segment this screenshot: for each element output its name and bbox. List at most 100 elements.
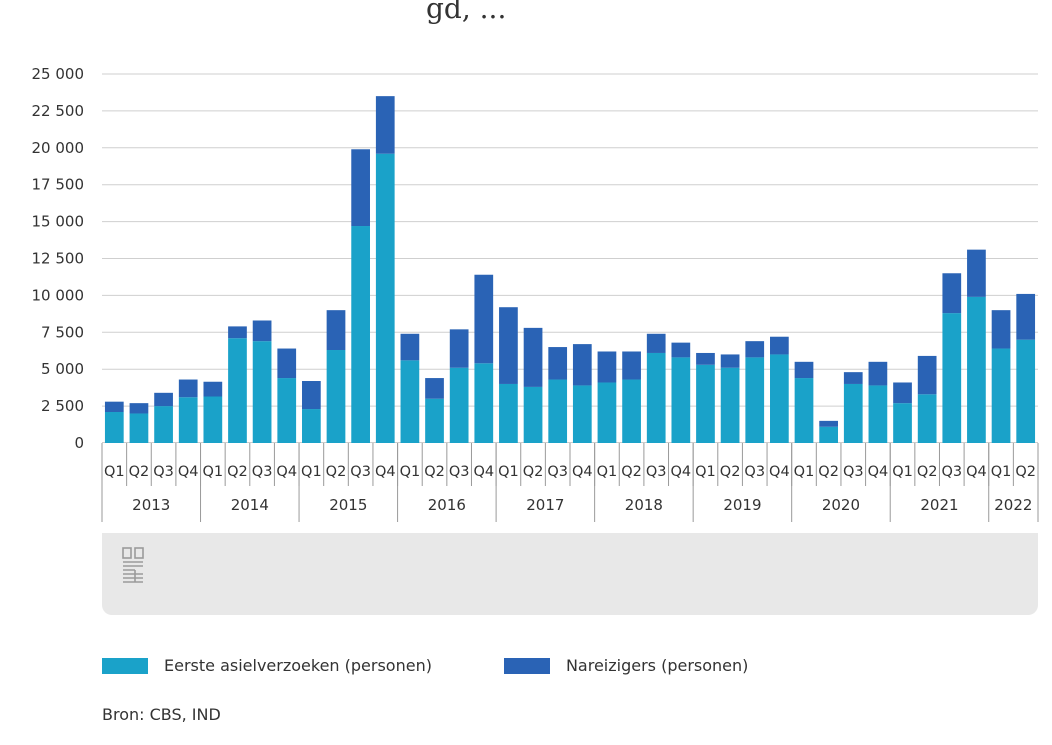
bar-eerste — [770, 354, 789, 443]
bar-nareizigers — [203, 381, 223, 397]
legend-label-nareizigers: Nareizigers (personen) — [565, 656, 749, 675]
x-tick-label: Q4 — [178, 464, 199, 480]
x-tick-label: Q2 — [917, 464, 938, 480]
y-tick-label: 22 500 — [32, 102, 85, 120]
y-tick-label: 25 000 — [32, 65, 85, 83]
y-tick-label: 12 500 — [32, 250, 85, 268]
y-tick-label: 20 000 — [32, 139, 85, 157]
y-tick-label: 5 000 — [41, 360, 84, 378]
x-tick-label: Q3 — [646, 464, 667, 480]
bar-eerste — [696, 364, 715, 443]
bar-eerste — [400, 360, 420, 443]
bar-nareizigers — [868, 361, 888, 386]
x-tick-label: Q2 — [424, 464, 445, 480]
bar-nareizigers — [351, 149, 370, 227]
bar-eerste — [967, 296, 986, 443]
x-tick-label: Q3 — [449, 464, 470, 480]
bar-eerste — [375, 153, 395, 444]
bar-nareizigers — [819, 420, 838, 427]
bar-nareizigers — [967, 249, 986, 297]
bar-nareizigers — [326, 310, 346, 351]
x-tick-label: Q4 — [868, 464, 889, 480]
bar-eerste — [819, 426, 838, 443]
bar-eerste — [868, 385, 888, 443]
legend-label-eerste: Eerste asielverzoeken (personen) — [164, 656, 432, 675]
x-tick-label: Q2 — [818, 464, 839, 480]
year-label: 2014 — [231, 496, 269, 514]
x-tick-label: Q1 — [991, 464, 1012, 480]
bar-nareizigers — [696, 352, 715, 365]
bar-eerste — [425, 398, 444, 443]
bar-eerste — [302, 409, 321, 443]
year-label: 2022 — [994, 496, 1032, 514]
bar-eerste — [523, 386, 543, 443]
bar-eerste — [646, 352, 666, 443]
x-tick-label: Q2 — [523, 464, 544, 480]
bar-nareizigers — [400, 333, 420, 361]
x-tick-label: Q2 — [1015, 464, 1036, 480]
legend-swatch-eerste — [102, 657, 148, 674]
x-tick-label: Q3 — [350, 464, 371, 480]
bar-nareizigers — [474, 274, 494, 364]
legend: Eerste asielverzoeken (personen) Nareizi… — [102, 656, 820, 675]
x-tick-label: Q2 — [621, 464, 642, 480]
x-tick-label: Q1 — [104, 464, 125, 480]
bar-eerste — [671, 357, 691, 443]
bar-eerste — [720, 367, 740, 443]
legend-item-eerste: Eerste asielverzoeken (personen) — [102, 656, 432, 675]
year-label: 2020 — [822, 496, 860, 514]
bar-eerste — [942, 313, 962, 443]
bar-eerste — [178, 397, 198, 443]
x-tick-label: Q4 — [769, 464, 790, 480]
x-tick-label: Q4 — [671, 464, 692, 480]
bar-nareizigers — [425, 378, 444, 399]
bars — [104, 96, 1036, 444]
bar-nareizigers — [154, 392, 173, 407]
x-tick-label: Q2 — [326, 464, 347, 480]
year-label: 2021 — [920, 496, 958, 514]
bar-eerste — [351, 226, 370, 443]
x-tick-label: Q3 — [744, 464, 765, 480]
bar-nareizigers — [252, 320, 272, 342]
bar-eerste — [597, 382, 617, 443]
x-tick-label: Q1 — [892, 464, 913, 480]
bar-eerste — [893, 403, 912, 443]
x-tick-label: Q4 — [276, 464, 297, 480]
x-tick-label: Q2 — [227, 464, 248, 480]
y-tick-label: 17 500 — [32, 176, 85, 194]
x-tick-label: Q1 — [597, 464, 618, 480]
x-tick-label: Q1 — [498, 464, 519, 480]
year-label: 2015 — [329, 496, 367, 514]
y-tick-label: 15 000 — [32, 213, 85, 231]
y-axis-ticks: 0 2 500 5 000 7 500 10 000 12 500 15 000 17 500… — [32, 65, 85, 452]
footer-background — [102, 522, 1038, 615]
bar-eerste — [228, 338, 247, 443]
year-label: 2019 — [723, 496, 761, 514]
bar-eerste — [572, 385, 592, 443]
x-tick-label: Q2 — [720, 464, 741, 480]
bar-nareizigers — [572, 344, 592, 386]
bar-nareizigers — [671, 342, 691, 358]
bar-eerste — [154, 406, 173, 443]
y-tick-label: 10 000 — [32, 286, 85, 304]
y-tick-label: 2 500 — [41, 397, 84, 415]
x-tick-label: Q2 — [129, 464, 150, 480]
x-tick-label: Q3 — [153, 464, 174, 480]
x-tick-label: Q1 — [203, 464, 224, 480]
bar-nareizigers — [893, 382, 912, 404]
x-tick-label: Q4 — [473, 464, 494, 480]
bar-eerste — [843, 383, 863, 443]
bar-nareizigers — [449, 329, 469, 368]
bar-nareizigers — [597, 351, 617, 383]
bar-nareizigers — [622, 351, 641, 380]
bar-eerste — [277, 378, 297, 443]
y-tick-label: 0 — [74, 434, 84, 452]
bar-eerste — [474, 363, 494, 443]
bar-nareizigers — [942, 273, 962, 314]
bar-nareizigers — [770, 336, 789, 355]
x-tick-label: Q4 — [966, 464, 987, 480]
cbs-logo-icon — [122, 547, 144, 583]
bar-nareizigers — [499, 307, 518, 384]
bar-eerste — [129, 413, 149, 443]
x-axis-labels: Q1 Q2 Q3 Q4 Q1 Q2 Q3 Q4 Q1 Q2 Q3 Q4 Q1 Q2 Q3 Q4 Q1 Q2 Q3 Q4… — [101, 443, 1039, 522]
